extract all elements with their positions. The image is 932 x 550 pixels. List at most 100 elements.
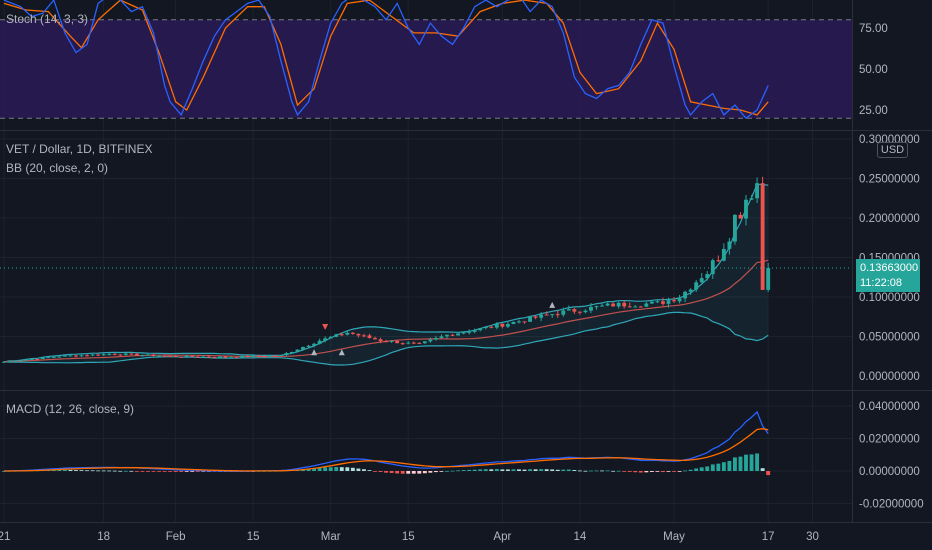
candle-body (173, 355, 178, 357)
candle-body (733, 214, 737, 242)
macd-histogram-bar (406, 471, 411, 474)
candle-body (168, 355, 173, 357)
candle-body (727, 241, 732, 249)
macd-histogram-bar (389, 471, 394, 473)
currency-label[interactable]: USD (877, 142, 908, 158)
candle-body (389, 340, 394, 342)
candle-body (428, 339, 433, 342)
candle-body (450, 334, 455, 336)
candle-body (683, 291, 688, 299)
macd-histogram-bar (151, 471, 156, 472)
candle-body (229, 357, 233, 359)
candle-body (384, 341, 389, 343)
macd-line (3, 410, 769, 472)
macd-histogram-bar (555, 469, 560, 471)
macd-histogram-bar (749, 454, 754, 471)
candle-body (555, 314, 560, 316)
macd-histogram-bar (500, 469, 505, 471)
sell-marker (322, 324, 329, 331)
candle-body (79, 355, 84, 357)
bollinger-band-fill (4, 184, 769, 365)
macd-histogram-bar (616, 470, 621, 472)
candle-body (284, 353, 289, 356)
candle-body (51, 356, 56, 358)
candle-body (644, 303, 649, 307)
stoch-axis-tick: 75.00 (859, 23, 888, 35)
macd-histogram-bar (550, 469, 555, 471)
time-axis-tick: 15 (402, 531, 415, 543)
price-axis[interactable]: 100.0075.0050.0025.000.300000000.2500000… (859, 0, 924, 511)
macd-histogram-bar (661, 471, 665, 473)
stoch-axis-tick: 25.00 (859, 105, 888, 117)
macd-histogram-bar (644, 471, 649, 473)
candle-body (361, 335, 366, 337)
candle-body (710, 260, 715, 275)
macd-histogram-bar (384, 471, 389, 473)
macd-histogram-bar (450, 470, 455, 472)
macd-histogram-bar (544, 469, 549, 471)
bb-legend[interactable]: BB (20, close, 2, 0) (6, 161, 108, 175)
candle-body (212, 357, 217, 359)
macd-histogram-bar (622, 471, 627, 472)
candle-body (627, 306, 632, 308)
macd-histogram-bar (744, 454, 748, 471)
macd-histogram-bar (317, 467, 322, 471)
macd-signal-line (4, 428, 769, 472)
candle-body (433, 337, 438, 340)
candle-body (500, 323, 505, 327)
time-axis-tick: May (663, 531, 685, 543)
macd-histogram-bar (589, 470, 593, 472)
candle-body (699, 278, 704, 283)
macd-histogram-bar (738, 456, 743, 471)
time-axis[interactable]: 21 18 Feb 15 Mar 15 Apr 14 May 17 30 (0, 531, 819, 543)
candle-body (195, 356, 200, 358)
stoch-lines (0, 0, 852, 120)
macd-histogram-bar (367, 470, 372, 471)
candle-body (655, 301, 660, 303)
time-axis-tick: Apr (493, 531, 511, 543)
stoch-legend[interactable]: Stoch (14, 3, 3) (6, 12, 88, 26)
macd-histogram-bar (716, 463, 721, 471)
candle-body (467, 331, 472, 333)
price-axis-tick: 0.20000000 (859, 213, 920, 225)
candle-body (256, 355, 261, 357)
macd-histogram-bar (395, 471, 400, 474)
candle-body (29, 359, 34, 361)
price-axis-tick: 0.05000000 (859, 332, 920, 344)
macd-histogram-bar (74, 470, 78, 471)
candle-body (694, 282, 699, 290)
candle-body (616, 302, 621, 307)
macd-histogram-bar (90, 470, 95, 472)
candle-body (766, 268, 771, 290)
macd-histogram-bar (683, 470, 688, 472)
macd-histogram-bar (572, 470, 577, 471)
macd-histogram-bar (68, 469, 73, 471)
candle-body (162, 355, 167, 357)
bollinger-upper-line (3, 183, 769, 363)
candle-body (566, 309, 571, 311)
candle-body (611, 303, 616, 307)
candle-body (666, 300, 671, 304)
candle-body (134, 353, 139, 356)
macd-histogram-bar (184, 471, 189, 472)
candle-body (179, 356, 184, 358)
candle-body (395, 340, 400, 344)
candle-body (533, 316, 538, 318)
macd-legend[interactable]: MACD (12, 26, close, 9) (6, 402, 134, 416)
candle-body (417, 342, 422, 344)
candle-body (688, 289, 693, 292)
candle-body (240, 355, 245, 358)
candle-body (251, 355, 256, 357)
candle-body (744, 199, 748, 219)
macd-histogram-bar (611, 470, 616, 472)
symbol-title[interactable]: VET / Dollar, 1D, BITFINEX (6, 142, 152, 156)
candle-body (74, 355, 78, 357)
macd-histogram-bar (373, 471, 377, 472)
candle-body (544, 314, 549, 316)
macd-histogram-bar (472, 469, 477, 471)
macd-histogram-bar (655, 471, 660, 472)
candle-body (2, 361, 6, 363)
macd-histogram-bar (489, 469, 494, 471)
macd-histogram-bar (101, 470, 106, 472)
